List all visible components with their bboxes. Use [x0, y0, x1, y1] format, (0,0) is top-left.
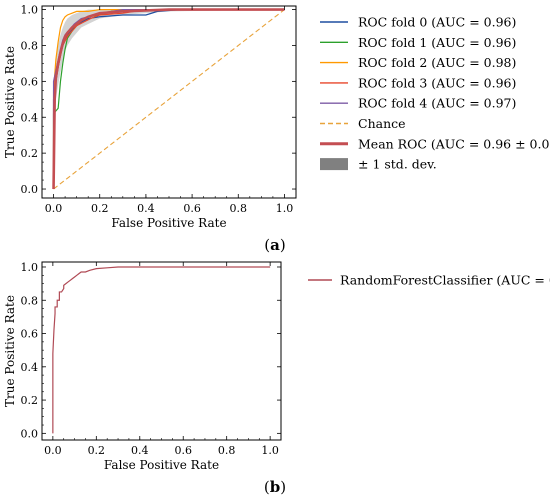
y-tick-label: 0.8 — [21, 39, 39, 52]
axes-frame — [41, 5, 297, 199]
y-tick-label: 0.4 — [21, 361, 39, 374]
series-line-5 — [53, 9, 285, 190]
y-tick-label: 0.2 — [21, 394, 39, 407]
plot-area — [52, 266, 271, 434]
x-tick-label: 0.4 — [131, 444, 149, 457]
chart-panel-b: 0.0 0.2 0.4 0.6 0.8 1.0 0.0 0.2 0.4 0.6 0.8 1.0 Fals… — [3, 261, 550, 496]
series-line-6 — [52, 8, 285, 190]
legend-label: ROC fold 3 (AUC = 0.96) — [358, 75, 516, 90]
legend-label: Mean ROC (AUC = 0.96 ± 0.01) — [358, 136, 550, 151]
panel-caption: (b) — [264, 478, 286, 496]
y-tick-label: 0.0 — [21, 183, 39, 196]
legend: ROC fold 0 (AUC = 0.96) ROC fold 1 (AUC =… — [320, 15, 550, 172]
legend-label: ± 1 std. dev. — [358, 157, 437, 172]
plot-area — [52, 8, 285, 190]
y-tick-label: 0.8 — [21, 294, 39, 307]
x-tick-label: 0.8 — [230, 202, 248, 215]
panel-letter: a — [270, 236, 280, 254]
x-tick-label: 1.0 — [276, 202, 294, 215]
x-tick-label: 0.6 — [174, 444, 192, 457]
legend-label: ROC fold 0 (AUC = 0.96) — [358, 15, 516, 30]
legend-label: ROC fold 2 (AUC = 0.98) — [358, 55, 516, 70]
std-dev-band — [53, 9, 285, 190]
x-tick-label: 0.2 — [88, 444, 106, 457]
y-tick-label: 1.0 — [21, 261, 39, 274]
y-tick-label: 0.6 — [21, 75, 39, 88]
series-line-2 — [52, 8, 285, 190]
x-axis-label: False Positive Rate — [104, 458, 219, 472]
chart-panel-a: 0.0 0.2 0.4 0.6 0.8 1.0 0.0 0.2 0.4 0.6 0.8 1.0 Fals… — [3, 4, 550, 254]
y-tick-label: 0.6 — [21, 328, 39, 341]
y-tick-label: 1.0 — [21, 4, 39, 17]
y-tick-label: 0.2 — [21, 147, 39, 160]
panel-letter: b — [270, 478, 281, 496]
x-tick-label: 0.2 — [91, 202, 109, 215]
legend-label: ROC fold 1 (AUC = 0.96) — [358, 35, 516, 50]
legend-label: RandomForestClassifier (AUC = 0.97) — [340, 273, 550, 288]
x-tick-label: 0.4 — [137, 202, 155, 215]
legend-patch — [320, 158, 348, 171]
y-tick-label: 0.4 — [21, 111, 39, 124]
y-axis-label: True Positive Rate — [3, 295, 17, 407]
x-tick-label: 0.0 — [44, 444, 62, 457]
x-tick-label: 0.6 — [183, 202, 201, 215]
axes-frame — [41, 261, 282, 441]
x-axis-label: False Positive Rate — [111, 216, 226, 230]
x-tick-label: 0.8 — [218, 444, 236, 457]
panel-caption: (a) — [264, 236, 285, 254]
y-axis-label: True Positive Rate — [3, 46, 17, 158]
legend-label: Chance — [358, 116, 406, 131]
x-tick-label: 0.0 — [45, 202, 63, 215]
y-tick-label: 0.0 — [21, 427, 39, 440]
x-tick-label: 1.0 — [261, 444, 279, 457]
legend: RandomForestClassifier (AUC = 0.97) — [308, 273, 550, 288]
series-line-0 — [52, 266, 271, 434]
legend-label: ROC fold 4 (AUC = 0.97) — [358, 96, 516, 111]
